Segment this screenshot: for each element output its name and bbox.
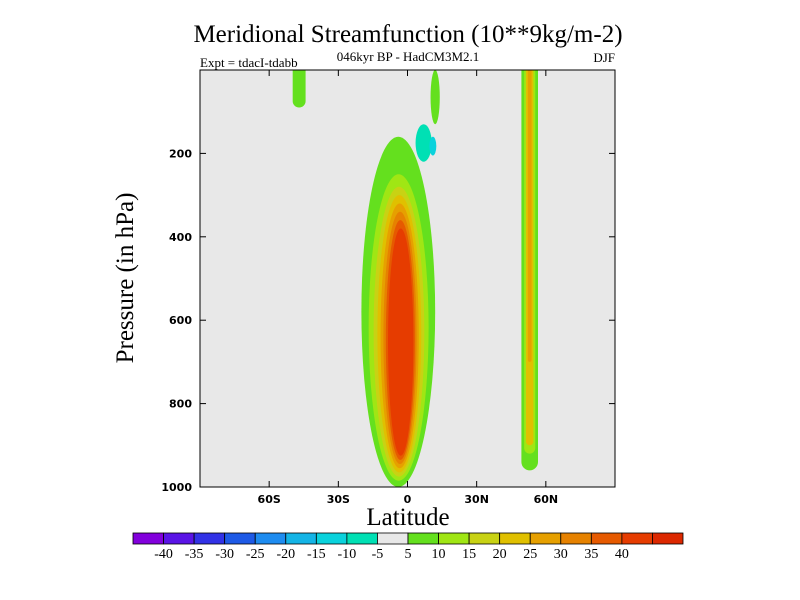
x-tick-label: 60S [258, 493, 281, 506]
x-tick-label: 0 [404, 493, 412, 506]
colorbar-swatch [132, 532, 164, 545]
colorbar-label: -40 [154, 547, 173, 562]
x-tick-label: 30S [327, 493, 350, 506]
colorbar-swatch [377, 532, 409, 545]
y-tick-label: 200 [169, 147, 192, 160]
colorbar-label: 20 [493, 547, 507, 562]
plot-area: 60S 30S 0 30N 60N 200 400 600 800 1000 [161, 69, 616, 506]
colorbar-label: -5 [372, 547, 384, 562]
colorbar-swatch [590, 532, 623, 545]
contour-upper-neg-3 [429, 136, 437, 156]
colorbar-swatch [285, 532, 317, 545]
contour-upper-neg-2 [415, 124, 432, 162]
colorbar-label: 5 [405, 547, 412, 562]
y-tick-label: 600 [169, 314, 192, 327]
x-tick-label: 60N [534, 493, 559, 506]
colorbar-labels: -40 -35 -30 -25 -20 -15 -10 -5 5 10 15 20 25 30 35 40 [154, 547, 629, 562]
x-tick-label: 30N [464, 493, 489, 506]
chart-title: Meridional Streamfunction (10**9kg/m-2) [193, 21, 622, 48]
colorbar-label: -15 [307, 547, 326, 562]
colorbar-label: -20 [276, 547, 295, 562]
contour-band-south-1 [217, 70, 234, 419]
contour-band-north-neg-2 [560, 70, 577, 400]
colorbar-label: 10 [432, 547, 446, 562]
chart-subtitle: 046kyr BP - HadCM3M2.1 [337, 49, 480, 64]
y-tick-label: 1000 [161, 481, 192, 494]
colorbar-label: 30 [554, 547, 568, 562]
season-label: DJF [593, 50, 615, 65]
contour-tropical-cell-level [390, 236, 412, 448]
colorbar-label: 35 [584, 547, 598, 562]
colorbar-label: -35 [185, 547, 204, 562]
contour-band-north-neg-1 [489, 110, 502, 408]
colorbar-swatch [163, 532, 195, 545]
colorbar [132, 532, 684, 545]
colorbar-swatch [529, 532, 562, 545]
contour-fills [217, 70, 577, 487]
y-axis-label: Pressure (in hPa) [112, 193, 139, 364]
colorbar-label: -10 [338, 547, 357, 562]
colorbar-label: 40 [615, 547, 629, 562]
experiment-label: Expt = tdacI-tdabb [200, 55, 298, 70]
x-axis-label: Latitude [366, 504, 449, 531]
colorbar-label: 25 [523, 547, 537, 562]
colorbar-swatch [652, 532, 684, 545]
y-tick-label: 800 [169, 398, 192, 411]
colorbar-swatch [468, 532, 501, 545]
colorbar-swatch [315, 532, 348, 545]
contour-band-south-2 [266, 70, 282, 456]
contour-band-south-positive [292, 70, 306, 108]
y-axis-ticks: 200 400 600 800 1000 [161, 147, 615, 494]
colorbar-label: -30 [215, 547, 234, 562]
colorbar-swatch [254, 532, 287, 545]
contour-band-north-neg-3 [546, 70, 559, 467]
y-tick-label: 400 [169, 231, 192, 244]
colorbar-swatch [193, 532, 226, 545]
contour-upper-pos [430, 70, 440, 125]
colorbar-swatch [346, 532, 378, 545]
colorbar-swatch [560, 532, 592, 545]
colorbar-swatch [621, 532, 653, 545]
x-axis-ticks: 60S 30S 0 30N 60N [258, 70, 559, 506]
colorbar-label: 15 [462, 547, 476, 562]
colorbar-swatch [224, 532, 256, 545]
contour-band-north-pos-4 [527, 70, 532, 362]
colorbar-swatch [499, 532, 531, 545]
colorbar-swatch [438, 532, 470, 545]
colorbar-swatch [407, 532, 439, 545]
colorbar-label: -25 [246, 547, 265, 562]
